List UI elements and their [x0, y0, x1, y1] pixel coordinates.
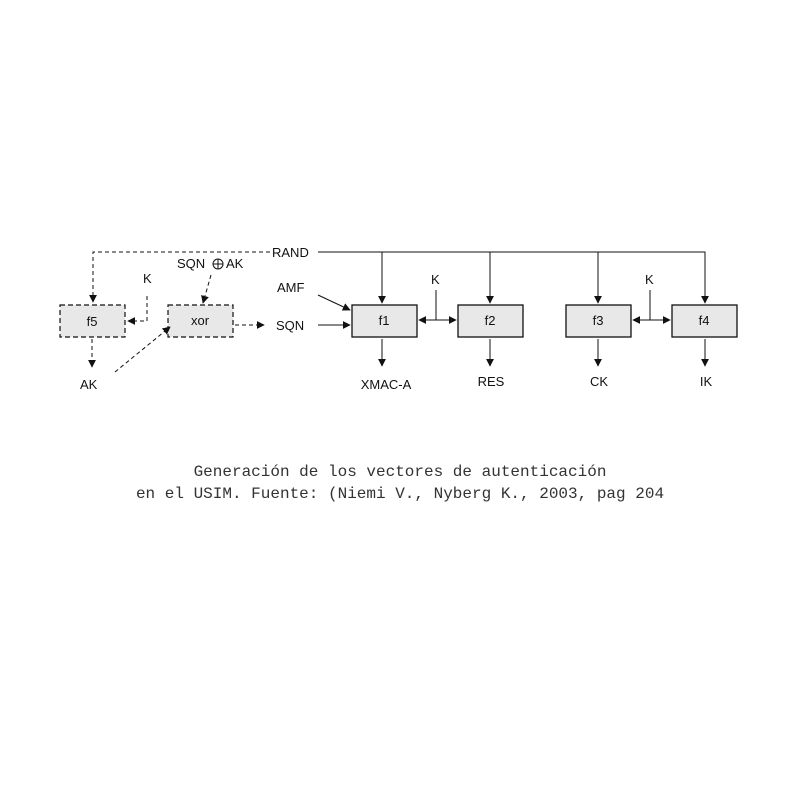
f1-label: f1	[379, 313, 390, 328]
sqn-xor-ak-right-label: AK	[226, 256, 244, 271]
ik-output-label: IK	[700, 374, 713, 389]
ak-output-label: AK	[80, 377, 98, 392]
f2-box	[457, 304, 524, 338]
xor-box	[167, 304, 234, 338]
sqn-label: SQN	[276, 318, 304, 333]
caption-line-1: Generación de los vectores de autenticac…	[193, 463, 607, 481]
amf-label: AMF	[277, 280, 305, 295]
f1-box	[351, 304, 418, 338]
k-f1f2-label: K	[431, 272, 440, 287]
f2-label: f2	[485, 313, 496, 328]
xmac-output-label: XMAC-A	[361, 377, 412, 392]
res-output-label: RES	[478, 374, 505, 389]
k-f3f4-arrows	[632, 290, 671, 324]
amf-to-f1-arrow	[317, 294, 351, 311]
sqn-xor-ak-arrow	[201, 274, 212, 304]
xor-symbol-icon	[212, 258, 224, 270]
k-to-f5-arrow	[127, 296, 148, 325]
f3-box	[565, 304, 632, 338]
f4-label: f4	[699, 313, 710, 328]
rand-label: RAND	[272, 245, 309, 260]
f5-label: f5	[87, 314, 98, 329]
ck-output-label: CK	[590, 374, 608, 389]
output-arrows	[378, 339, 709, 367]
k-f3f4-label: K	[645, 272, 654, 287]
k-f5-label: K	[143, 271, 152, 286]
rand-lines	[89, 251, 709, 304]
caption-line-2: en el USIM. Fuente: (Niemi V., Nyberg K.…	[135, 485, 665, 503]
ak-to-xor-arrow	[114, 326, 171, 373]
sqn-xor-ak-left-label: SQN	[177, 256, 205, 271]
k-f1f2-arrows	[418, 290, 457, 324]
f4-box	[671, 304, 738, 338]
f5-box	[59, 304, 126, 338]
xor-label: xor	[191, 313, 210, 328]
f3-label: f3	[593, 313, 604, 328]
